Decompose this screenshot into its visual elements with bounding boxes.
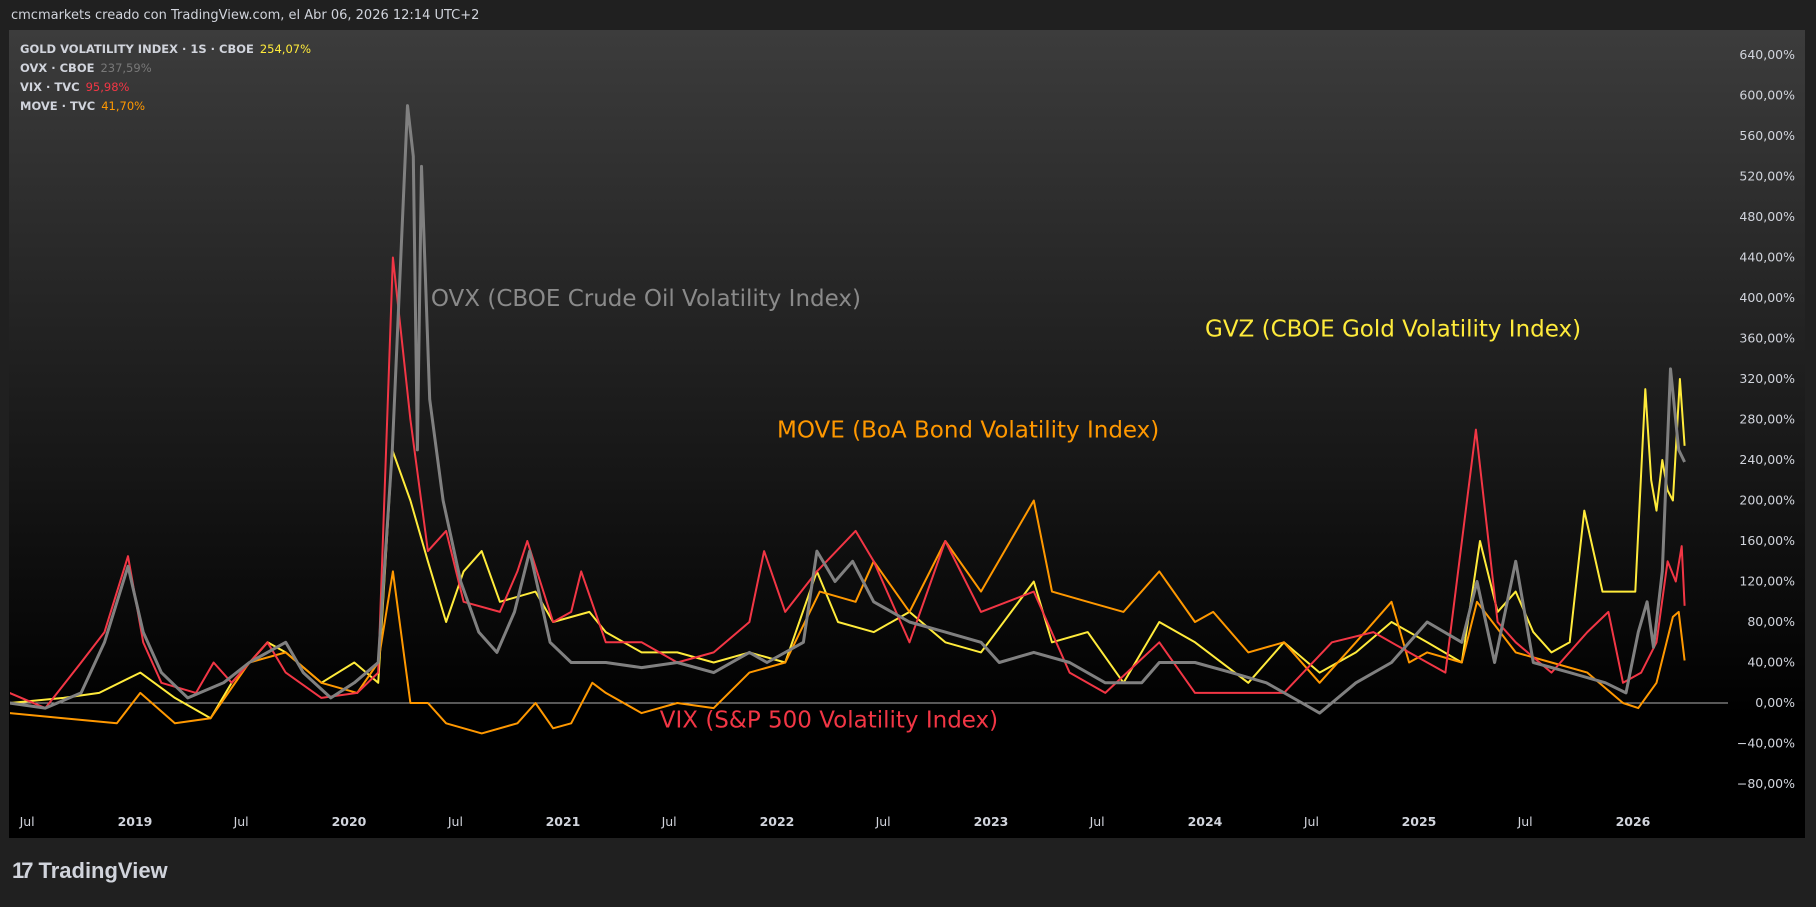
annotation-label: MOVE (BoA Bond Volatility Index)	[777, 418, 1159, 444]
y-tick-label: 240,00%	[1739, 452, 1795, 467]
y-tick-label: 560,00%	[1739, 128, 1795, 143]
x-tick-label: Jul	[661, 814, 677, 829]
x-tick-label: Jul	[1303, 814, 1319, 829]
y-tick-label: 120,00%	[1739, 574, 1795, 589]
y-tick-label: 600,00%	[1739, 88, 1795, 103]
tradingview-logo[interactable]: 17 TradingView	[12, 858, 168, 884]
legend: GOLD VOLATILITY INDEX · 1S · CBOE 254,07%…	[20, 40, 311, 116]
chart-attribution: cmcmarkets creado con TradingView.com, e…	[11, 8, 480, 23]
y-tick-label: −80,00%	[1737, 776, 1795, 791]
x-tick-label: Jul	[447, 814, 463, 829]
y-tick-label: 160,00%	[1739, 533, 1795, 548]
series-line-vix	[10, 256, 1686, 710]
x-tick-label: Jul	[19, 814, 35, 829]
y-tick-label: 280,00%	[1739, 412, 1795, 427]
x-tick-label: Jul	[1517, 814, 1533, 829]
x-tick-label: Jul	[1089, 814, 1105, 829]
legend-value: 95,98%	[85, 80, 130, 94]
x-tick-label: 2022	[760, 814, 795, 829]
series-line-gvz	[10, 378, 1686, 720]
y-tick-label: 440,00%	[1739, 250, 1795, 265]
legend-item-ovx[interactable]: OVX · CBOE 237,59%	[20, 61, 152, 75]
x-tick-label: 2020	[332, 814, 367, 829]
logo-text: TradingView	[38, 858, 168, 883]
y-tick-label: 320,00%	[1739, 371, 1795, 386]
series-line-move	[10, 499, 1686, 735]
x-tick-label: 2024	[1188, 814, 1223, 829]
price-axis	[1728, 30, 1805, 838]
annotation-label: VIX (S&P 500 Volatility Index)	[660, 707, 998, 733]
annotation-label: OVX (CBOE Crude Oil Volatility Index)	[431, 286, 861, 312]
y-tick-label: 360,00%	[1739, 331, 1795, 346]
x-tick-label: 2023	[974, 814, 1009, 829]
x-tick-label: 2019	[118, 814, 153, 829]
x-tick-label: Jul	[875, 814, 891, 829]
y-tick-label: 0,00%	[1755, 695, 1795, 710]
x-tick-label: 2021	[546, 814, 581, 829]
x-tick-label: Jul	[233, 814, 249, 829]
y-tick-label: −40,00%	[1737, 736, 1795, 751]
x-tick-label: 2026	[1616, 814, 1651, 829]
legend-item-move[interactable]: MOVE · TVC 41,70%	[20, 99, 146, 113]
y-tick-label: 40,00%	[1747, 655, 1795, 670]
legend-value: 237,59%	[100, 61, 152, 75]
tradingview-logo-icon: 17	[12, 858, 34, 883]
legend-item-gvz[interactable]: GOLD VOLATILITY INDEX · 1S · CBOE 254,07%	[20, 42, 312, 56]
legend-value: 254,07%	[259, 42, 312, 56]
annotation-label: GVZ (CBOE Gold Volatility Index)	[1205, 316, 1581, 342]
y-tick-label: 640,00%	[1739, 47, 1795, 62]
y-tick-label: 80,00%	[1747, 614, 1795, 629]
legend-item-vix[interactable]: VIX · TVC 95,98%	[20, 80, 130, 94]
legend-value: 41,70%	[101, 99, 146, 113]
y-tick-label: 200,00%	[1739, 493, 1795, 508]
series-line-ovx	[10, 104, 1686, 715]
x-tick-label: 2025	[1402, 814, 1437, 829]
y-tick-label: 520,00%	[1739, 169, 1795, 184]
y-tick-label: 480,00%	[1739, 209, 1795, 224]
y-tick-label: 400,00%	[1739, 290, 1795, 305]
